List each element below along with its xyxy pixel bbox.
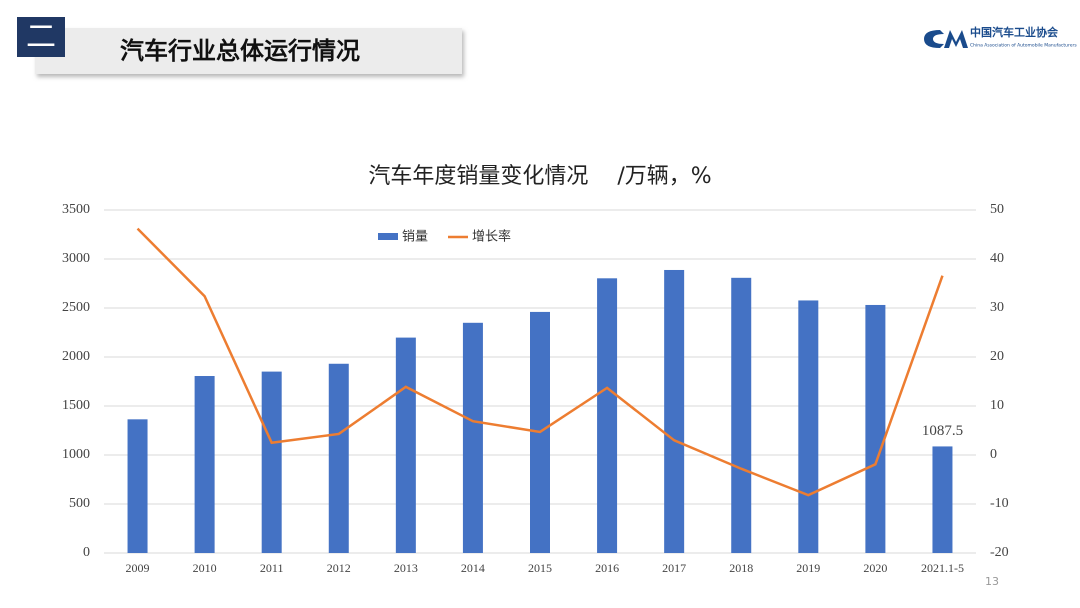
y-tick-label: 2500: [62, 300, 90, 315]
bar: [932, 446, 953, 553]
bar: [664, 269, 685, 553]
section-number: 二: [26, 20, 56, 55]
logo-english: China Association of Automobile Manufact…: [970, 43, 1077, 49]
y-tick-label: 500: [69, 496, 90, 511]
y-tick-label: 2000: [62, 349, 90, 364]
title-bar: [35, 28, 462, 74]
y2-tick-label: 20: [990, 349, 1004, 364]
x-tick-label: 2016: [595, 561, 619, 575]
chart-title: 汽车年度销量变化情况 /万辆，%: [368, 164, 711, 189]
bar: [597, 278, 618, 553]
x-tick-label: 2009: [126, 561, 150, 575]
y2-tick-label: 40: [990, 251, 1004, 266]
y2-tick-label: -20: [990, 545, 1009, 560]
legend-label: 增长率: [472, 229, 511, 245]
x-tick-label: 2020: [863, 561, 887, 575]
bar: [865, 304, 886, 553]
x-tick-label: 2015: [528, 561, 552, 575]
page-number: 13: [985, 575, 999, 588]
bar: [798, 300, 819, 553]
y-tick-label: 1500: [62, 398, 90, 413]
y-tick-label: 3000: [62, 251, 90, 266]
y-tick-label: 0: [83, 545, 90, 560]
line: [136, 227, 944, 497]
x-tick-label: 2011: [260, 561, 284, 575]
bar: [462, 322, 483, 553]
data-label: 1087.5: [922, 423, 963, 439]
bar: [731, 277, 752, 553]
logo-mark: [924, 30, 968, 48]
bar: [395, 337, 416, 553]
y2-tick-label: 50: [990, 202, 1004, 217]
section-box: [17, 17, 65, 57]
x-tick-label: 2021.1-5: [921, 561, 964, 575]
y-tick-label: 3500: [62, 202, 90, 217]
y2-tick-label: 30: [990, 300, 1004, 315]
legend-label: 销量: [402, 230, 428, 245]
bar: [261, 371, 282, 553]
y2-tick-label: 10: [990, 398, 1004, 413]
bar: [328, 363, 349, 553]
x-tick-label: 2013: [394, 561, 418, 575]
bar: [194, 376, 215, 553]
x-tick-label: 2017: [662, 561, 686, 575]
x-tick-label: 2014: [461, 561, 485, 575]
y2-tick-label: -10: [990, 496, 1009, 511]
x-tick-label: 2010: [193, 561, 217, 575]
bar: [127, 419, 148, 553]
legend-swatch: [378, 233, 398, 240]
x-tick-label: 2018: [729, 561, 753, 575]
x-tick-label: 2019: [796, 561, 820, 575]
slide-title: 汽车行业总体运行情况: [120, 37, 360, 65]
y2-tick-label: 0: [990, 447, 997, 462]
y-tick-label: 1000: [62, 447, 90, 462]
x-tick-label: 2012: [327, 561, 351, 575]
logo-name: 中国汽车工业协会: [970, 25, 1059, 39]
